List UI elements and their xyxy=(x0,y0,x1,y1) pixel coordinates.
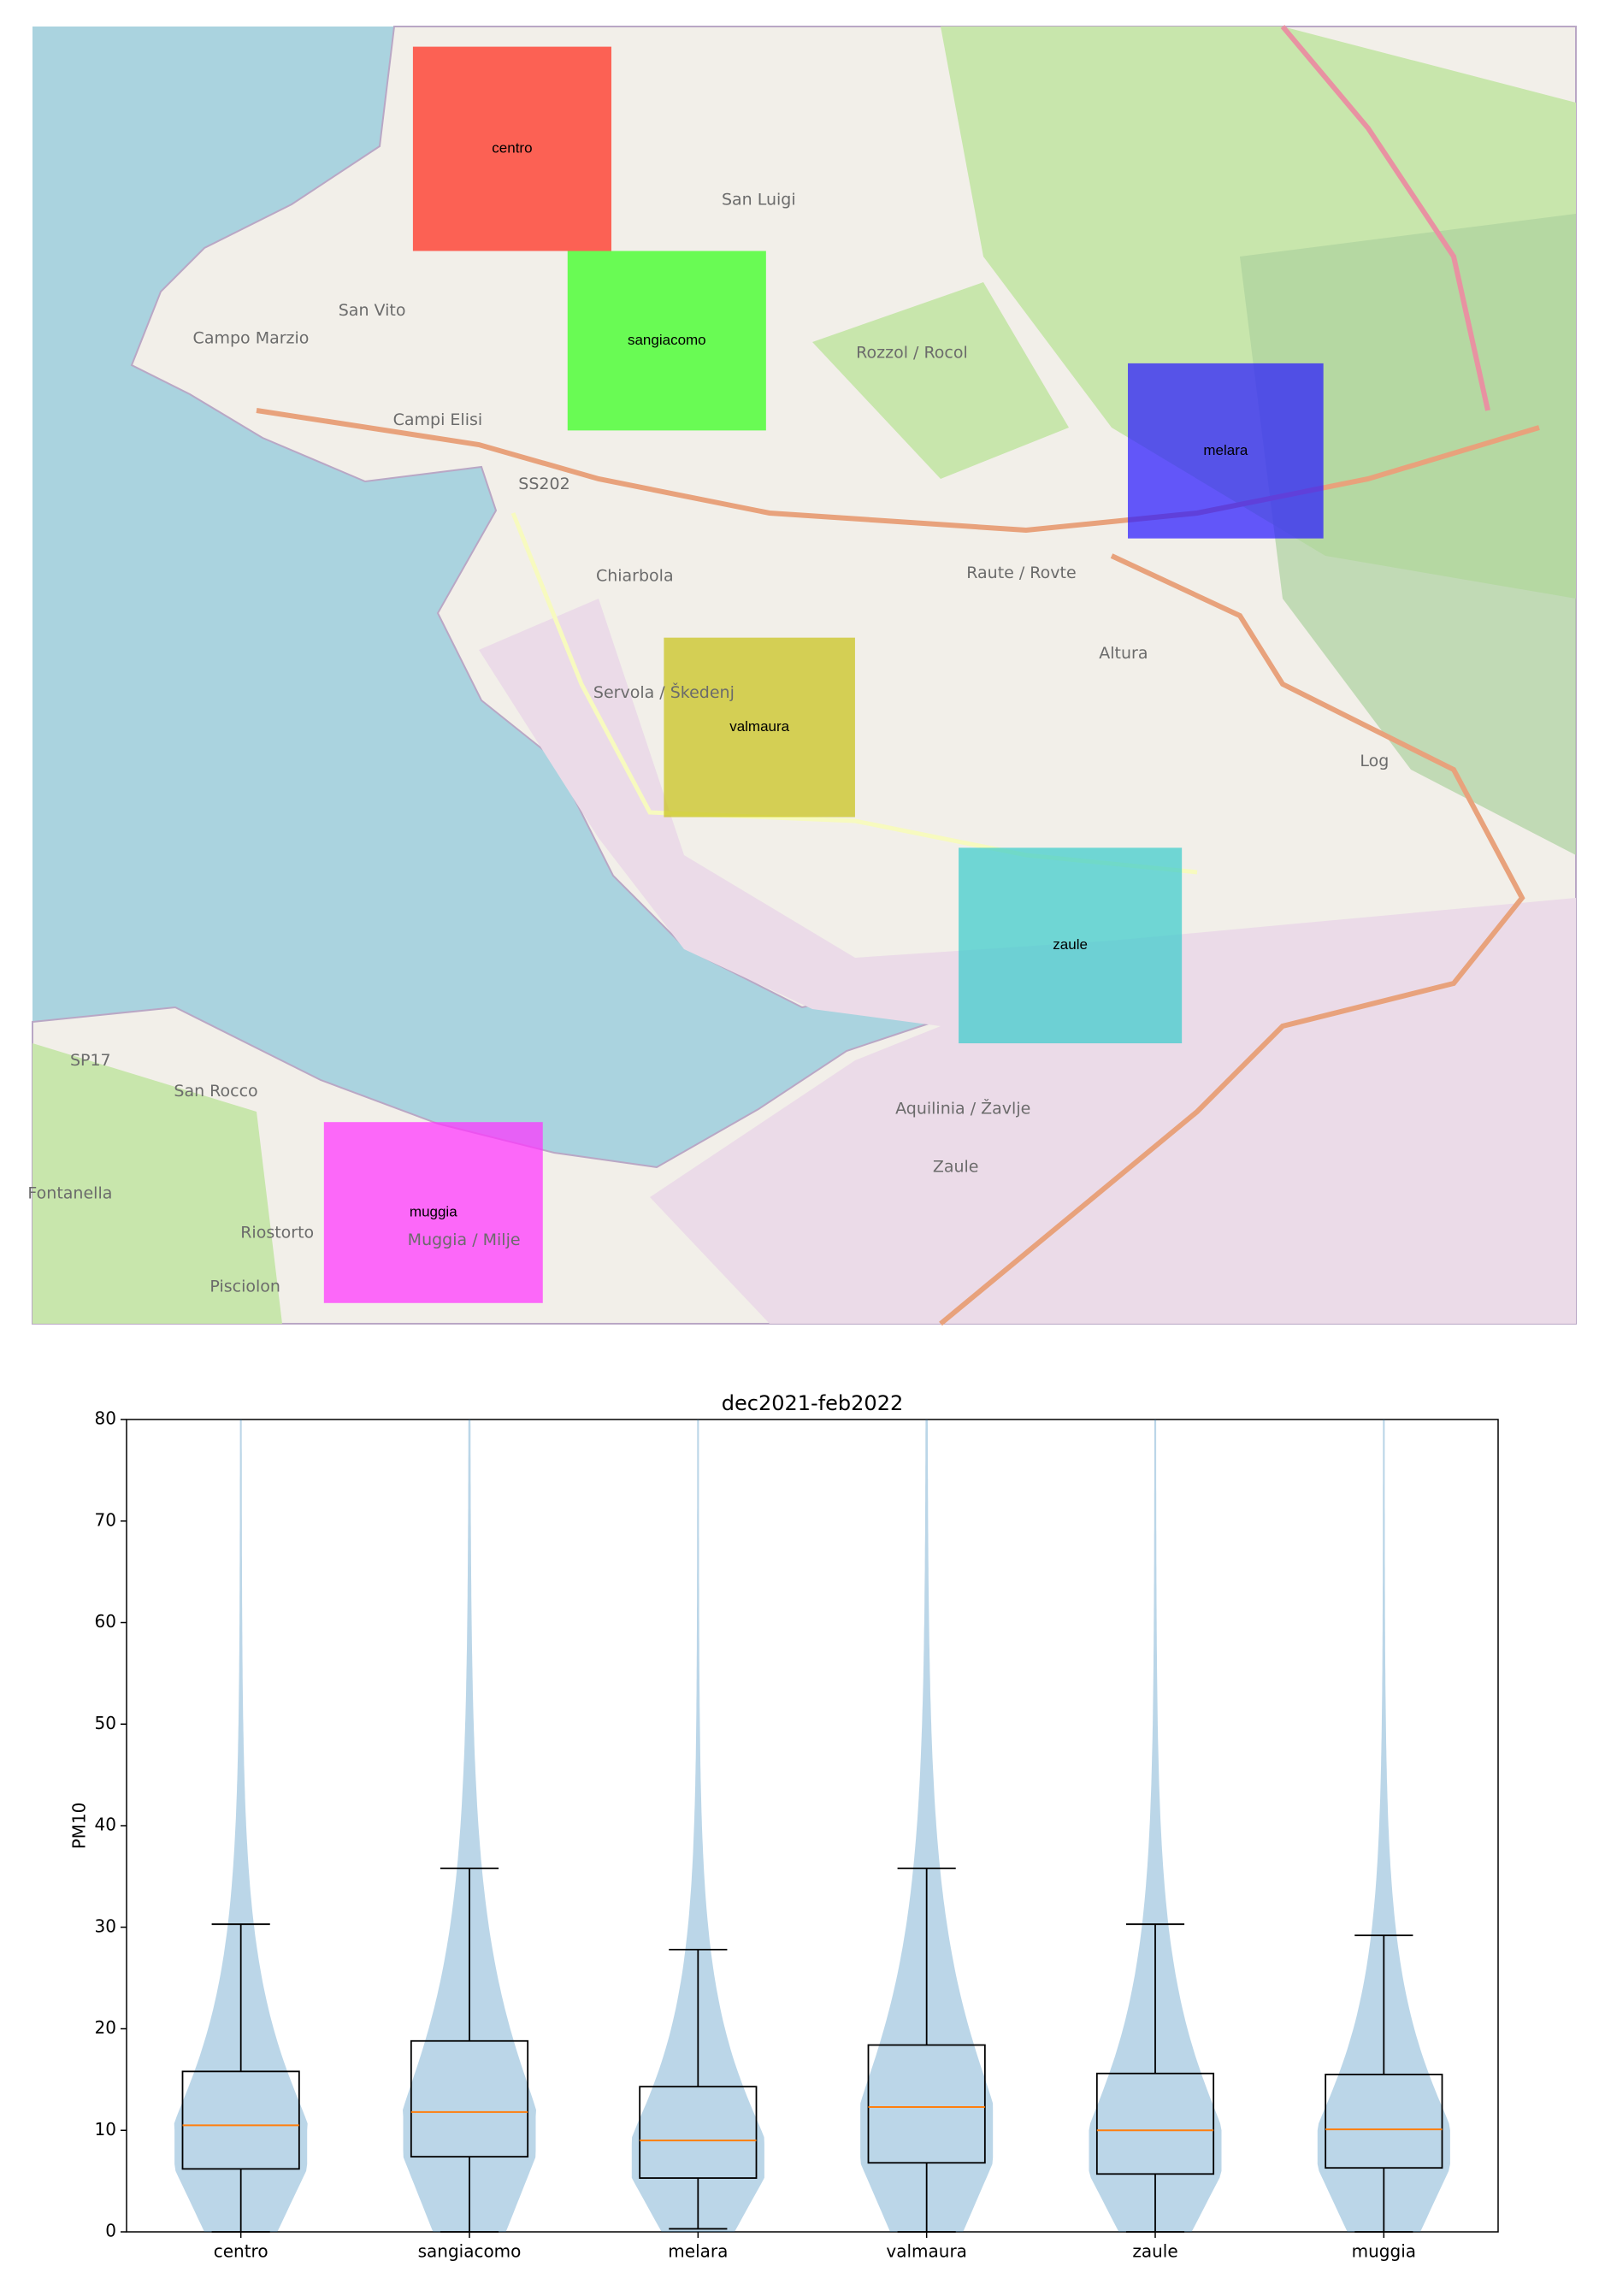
place-label: Muggia / Milje xyxy=(408,1231,521,1249)
place-label: Aquilinia / Žavlje xyxy=(895,1098,1030,1118)
violin xyxy=(1089,1420,1222,2232)
place-label: Zaule xyxy=(933,1158,979,1177)
place-label: Campo Marzio xyxy=(193,328,310,347)
place-label: Raute / Rovte xyxy=(966,564,1076,582)
y-tick-label: 40 xyxy=(95,1815,116,1835)
box xyxy=(1095,2072,1215,2175)
chart: dec2021-feb2022 PM10 0 10 20 30 40 50 60 70 80 ce… xyxy=(69,1391,1499,2262)
place-label: Pisciolon xyxy=(209,1278,280,1296)
y-tick-label: 60 xyxy=(95,1611,116,1632)
x-tick-label: sangiacomo xyxy=(418,2241,522,2262)
road xyxy=(939,553,1525,1326)
box xyxy=(410,2039,529,2158)
box xyxy=(639,2086,758,2179)
place-label: Chiarbola xyxy=(596,567,674,586)
region-square xyxy=(412,46,611,251)
region-label: melara xyxy=(1203,442,1248,458)
place-label: San Vito xyxy=(339,301,406,320)
place-label: Riostorto xyxy=(240,1223,314,1242)
region-label: valmaura xyxy=(729,718,789,735)
chart-title: dec2021-feb2022 xyxy=(722,1391,903,1415)
plot-frame xyxy=(126,1419,1499,2233)
y-tick-label: 30 xyxy=(95,1915,116,1936)
x-tick-label: melara xyxy=(668,2241,728,2262)
x-tick-label: zaule xyxy=(1132,2241,1177,2262)
place-label: SS202 xyxy=(518,475,569,493)
place-label: Altura xyxy=(1099,644,1148,663)
region-label: muggia xyxy=(410,1203,457,1219)
road xyxy=(256,408,1540,534)
box xyxy=(181,2070,300,2170)
place-label: Fontanella xyxy=(27,1183,112,1202)
box xyxy=(1325,2074,1443,2169)
region-label: zaule xyxy=(1053,936,1088,953)
place-label: San Luigi xyxy=(722,190,796,209)
map-regions: centro sangiacomo melara valmaura zaule muggi… xyxy=(323,46,1324,1303)
violin xyxy=(631,1420,764,2232)
region-label: sangiacomo xyxy=(628,332,706,348)
road xyxy=(1280,25,1490,411)
box xyxy=(867,2044,986,2164)
green-area xyxy=(1240,214,1576,855)
y-tick-label: 50 xyxy=(95,1713,116,1733)
map-places: San Luigi San Vito Campo Marzio Campi Elisi… xyxy=(27,190,1389,1296)
place-label: Campi Elisi xyxy=(393,410,483,429)
y-tick-label: 10 xyxy=(95,2119,116,2140)
x-tick-label: centro xyxy=(214,2241,268,2262)
y-tick-label: 20 xyxy=(95,2017,116,2038)
place-label: Rozzol / Rocol xyxy=(856,343,968,362)
violin xyxy=(403,1420,536,2232)
place-label: Servola / Škedenj xyxy=(593,682,735,702)
region-square xyxy=(567,251,766,431)
violin xyxy=(860,1420,994,2232)
violin xyxy=(1317,1420,1450,2232)
place-label: Log xyxy=(1360,752,1389,770)
region-label: centro xyxy=(492,140,532,156)
x-tick-label: muggia xyxy=(1352,2241,1416,2262)
green-area xyxy=(32,1043,282,1324)
region-square xyxy=(1128,363,1324,539)
violin xyxy=(174,1420,308,2232)
place-label: SP17 xyxy=(70,1051,111,1070)
region-square xyxy=(664,637,855,817)
y-tick-label: 70 xyxy=(95,1509,116,1530)
place-label: San Rocco xyxy=(174,1082,257,1101)
green-area xyxy=(812,282,1069,479)
region-square xyxy=(959,847,1183,1044)
y-tick-label: 0 xyxy=(105,2221,116,2241)
x-tick-label: valmaura xyxy=(886,2241,967,2262)
y-axis-label: PM10 xyxy=(69,1803,90,1850)
y-tick-label: 80 xyxy=(95,1408,116,1429)
region-square xyxy=(323,1122,543,1303)
